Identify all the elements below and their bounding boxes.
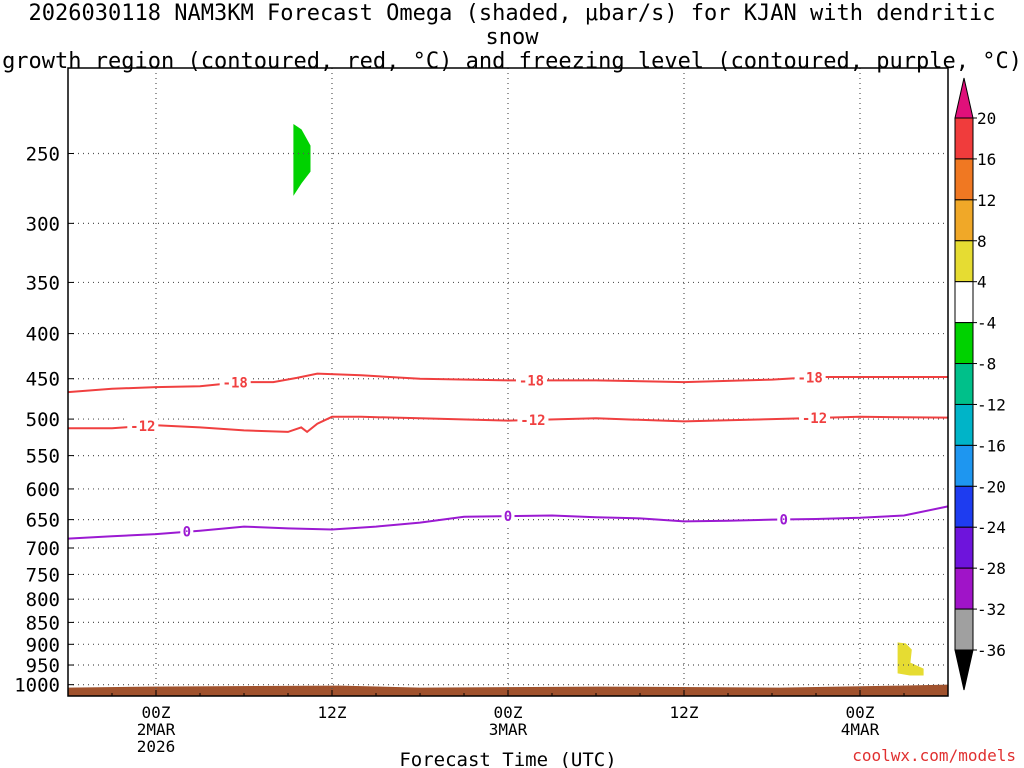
colorbar-bin [954, 158, 974, 201]
contour-label-bg [127, 418, 159, 435]
x-tick-label: 00Z [494, 703, 523, 722]
colorbar-bin [954, 240, 974, 283]
shaded-layer [293, 123, 924, 676]
colorbar-tick-label: -32 [977, 600, 1006, 619]
colorbar-bin [954, 608, 974, 651]
contour-label: -12 [802, 411, 827, 427]
colorbar-tick-label: 8 [977, 232, 987, 251]
colorbar-tick-label: -24 [977, 518, 1006, 537]
y-tick-label: 1000 [14, 675, 60, 697]
y-tick-label: 750 [26, 564, 60, 586]
colorbar-tick-label: 12 [977, 191, 996, 210]
colorbar-tick-label: -28 [977, 559, 1006, 578]
y-tick-label: 500 [26, 409, 60, 431]
omega-region-sinking-motion-low [897, 642, 924, 676]
contour-label: -12 [130, 419, 155, 435]
colorbar-bottom-arrow [954, 649, 974, 691]
y-tick-label: 800 [26, 589, 60, 611]
y-tick-label: 350 [26, 272, 60, 294]
contour-label: -12 [520, 413, 545, 429]
contour-isotherm-minus12 [68, 415, 949, 434]
y-tick-label: 700 [26, 538, 60, 560]
y-tick-label: 600 [26, 479, 60, 501]
x-axis-label: Forecast Time (UTC) [399, 749, 616, 768]
title-line-2: growth region (contoured, red, °C) and f… [2, 49, 1022, 74]
colorbar-tick-label: -20 [977, 477, 1006, 496]
x-tick-label: 3MAR [489, 720, 528, 739]
colorbar-tick-label: -36 [977, 641, 1006, 660]
y-tick-label: 250 [26, 143, 60, 165]
contour-isotherm-minus18 [67, 372, 948, 394]
contour-label-bg [777, 511, 791, 528]
colorbar-tick-label: -12 [977, 395, 1006, 414]
colorbar-tick-label: -8 [977, 355, 996, 374]
colorbar-bin [954, 403, 974, 446]
chart-title: 2026030118 NAM3KM Forecast Omega (shaded… [0, 2, 1024, 74]
contour-label-bg [501, 508, 515, 525]
x-tick-label: 00Z [846, 703, 875, 722]
colorbar-bin [954, 485, 974, 528]
x-tick-label: 2MAR [137, 720, 176, 739]
x-tick-label: 12Z [318, 703, 347, 722]
credit-text: coolwx.com/models [852, 746, 1016, 765]
y-tick-layer: 2503003504004505005506006507007508008509… [14, 143, 74, 697]
contour-label: 0 [504, 509, 512, 525]
x-tick-label: 00Z [142, 703, 171, 722]
colorbar-bin [954, 444, 974, 487]
contour-label: -18 [797, 370, 822, 386]
x-tick-label: 4MAR [841, 720, 880, 739]
colorbar: 20 16 12 8 4 -4 -8 -12 -16 -20 -24 -28 -32 -36 [954, 77, 1006, 691]
colorbar-tick-label: -16 [977, 436, 1006, 455]
colorbar-bin [954, 322, 974, 365]
contour-label-bg [219, 374, 251, 391]
x-tick-label: 2026 [137, 737, 176, 756]
colorbar-tick-label: 4 [977, 273, 987, 292]
colorbar-bin [954, 117, 974, 160]
contour-label-bg [794, 369, 826, 386]
x-tick-label: 12Z [670, 703, 699, 722]
colorbar-bin [954, 363, 974, 405]
contour-label-bg [799, 409, 831, 426]
colorbar-top-arrow [954, 77, 974, 119]
contour-label: -18 [223, 376, 248, 392]
omega-region-rising-motion-upper [293, 123, 311, 196]
contour-label-bg [517, 411, 549, 428]
contour-label: 0 [183, 525, 191, 541]
y-tick-label: 650 [26, 510, 60, 532]
colorbar-tick-label: 16 [977, 150, 996, 169]
y-tick-label: 550 [26, 446, 60, 468]
contour-label-bg [180, 523, 194, 540]
y-tick-label: 300 [26, 213, 60, 235]
colorbar-bin [954, 526, 974, 569]
colorbar-bin [954, 281, 974, 324]
y-tick-label: 900 [26, 634, 60, 656]
contour-label: 0 [780, 512, 788, 528]
colorbar-bin [954, 199, 974, 242]
y-tick-label: 950 [26, 655, 60, 677]
contour-label: -18 [519, 373, 544, 389]
contour-label-layer: -18 -18 -18 -12 -12 -12 0 0 0 [127, 369, 831, 541]
colorbar-tick-label: 20 [977, 109, 996, 128]
colorbar-tick-label: -4 [977, 314, 996, 333]
y-tick-label: 450 [26, 369, 60, 391]
y-tick-label: 850 [26, 612, 60, 634]
contour-label-bg [515, 372, 547, 389]
colorbar-bin [954, 567, 974, 610]
y-tick-label: 400 [26, 324, 60, 346]
title-line-1: 2026030118 NAM3KM Forecast Omega (shaded… [28, 1, 996, 50]
